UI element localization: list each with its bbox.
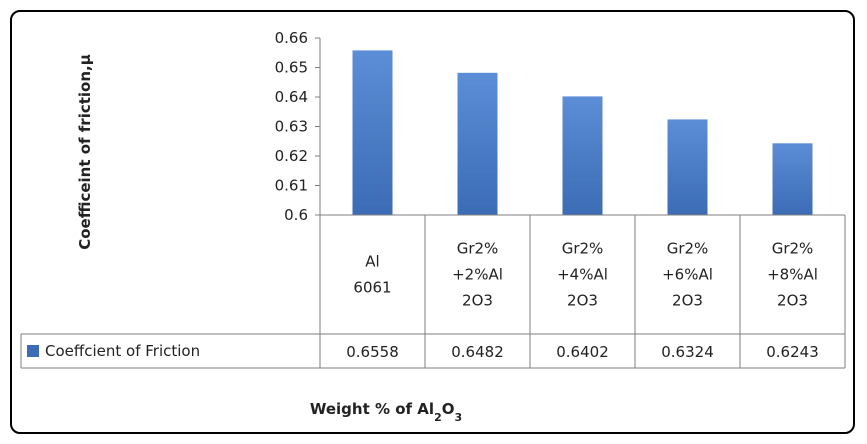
data-table-value: 0.6243: [766, 343, 819, 361]
bar: [667, 119, 708, 215]
chart-frame: [10, 10, 855, 434]
data-table-value: 0.6324: [661, 343, 714, 361]
x-category-label: Gr2%: [772, 240, 814, 258]
x-category-label: 6061: [353, 279, 391, 297]
y-axis-title: Coefficeint of friction,μ: [76, 54, 94, 250]
y-tick-label: 0.61: [275, 177, 308, 195]
x-category-label: Gr2%: [667, 240, 709, 258]
bar: [352, 50, 393, 215]
data-table-value: 0.6482: [451, 343, 504, 361]
y-tick-label: 0.66: [275, 29, 308, 47]
x-category-label: +2%Al: [452, 266, 503, 284]
bar: [457, 72, 498, 215]
y-tick-label: 0.64: [275, 88, 308, 106]
y-tick-label: 0.62: [275, 147, 308, 165]
x-category-label: 2O3: [462, 292, 493, 310]
x-category-label: +8%Al: [767, 266, 818, 284]
bar: [562, 96, 603, 215]
legend-label: Coeffcient of Friction: [45, 342, 200, 360]
data-table-value: 0.6402: [556, 343, 609, 361]
x-axis-title: Weight % of Al2O3: [310, 400, 462, 424]
x-category-label: Al: [365, 253, 379, 271]
legend-swatch: [27, 345, 39, 357]
bar: [772, 143, 813, 215]
x-category-label: +6%Al: [662, 266, 713, 284]
x-category-label: Gr2%: [457, 240, 499, 258]
x-category-label: +4%Al: [557, 266, 608, 284]
x-category-label: 2O3: [567, 292, 598, 310]
x-category-label: 2O3: [777, 292, 808, 310]
y-tick-label: 0.65: [275, 59, 308, 77]
data-table-value: 0.6558: [346, 343, 399, 361]
y-tick-label: 0.63: [275, 118, 308, 136]
x-category-label: Gr2%: [562, 240, 604, 258]
x-category-label: 2O3: [672, 292, 703, 310]
y-tick-label: 0.6: [284, 206, 308, 224]
